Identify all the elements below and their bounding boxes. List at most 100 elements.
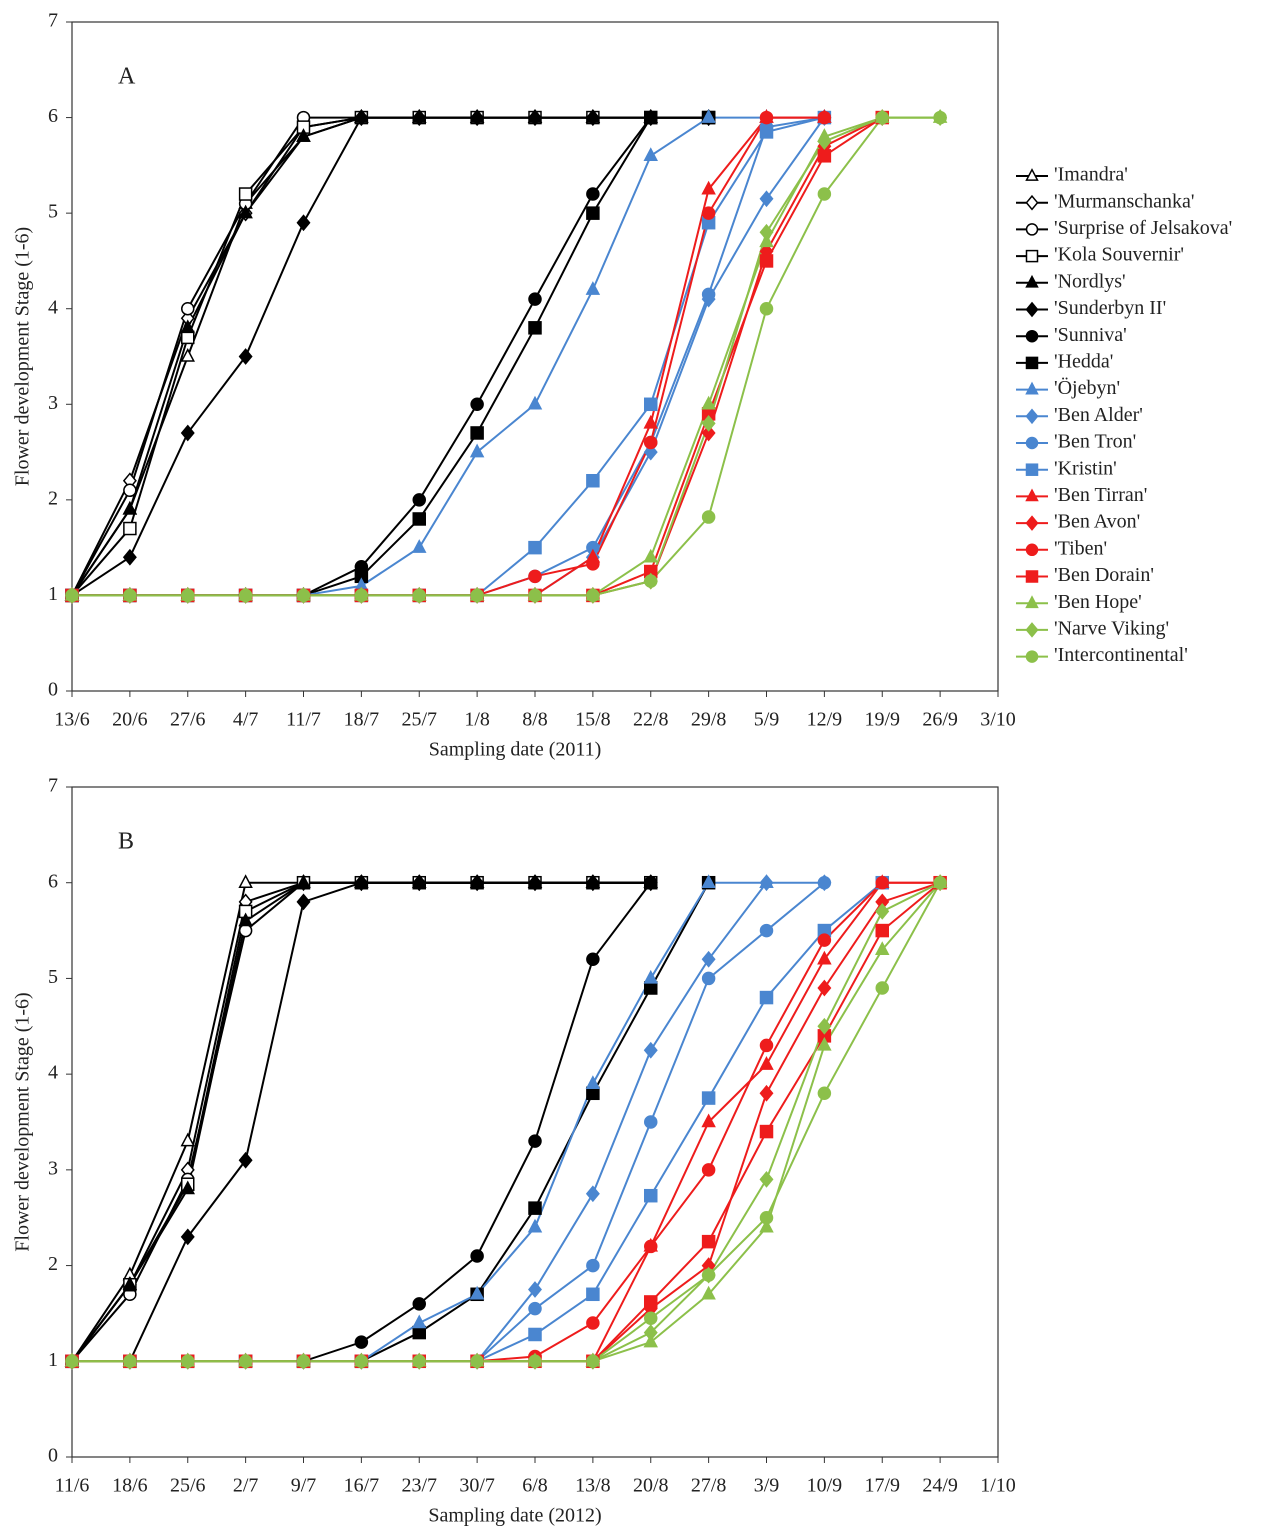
marker: [470, 109, 485, 126]
y-tick-label: 2: [48, 487, 58, 509]
marker: [412, 512, 426, 526]
marker: [1025, 194, 1039, 211]
marker: [643, 548, 658, 563]
marker: [238, 923, 253, 938]
marker: [1025, 356, 1039, 370]
marker: [701, 1163, 716, 1177]
legend-label: 'Ben Tron': [1054, 431, 1136, 453]
marker: [528, 109, 542, 126]
series-line: [72, 116, 883, 597]
marker: [585, 1075, 601, 1089]
x-tick-label: 10/9: [807, 1475, 843, 1497]
marker: [181, 301, 195, 316]
x-tick-label: 6/8: [522, 1475, 548, 1497]
series-line: [72, 882, 652, 1363]
marker: [238, 588, 253, 603]
y-tick-label: 1: [48, 583, 58, 605]
y-tick-label: 3: [48, 1157, 58, 1179]
y-tick-label: 0: [48, 1445, 58, 1467]
legend-label: 'Sunderbyn II': [1054, 297, 1166, 319]
marker: [701, 510, 716, 524]
marker: [412, 874, 427, 892]
marker: [1025, 488, 1039, 502]
marker: [1025, 515, 1039, 531]
marker: [586, 1354, 600, 1369]
marker: [586, 1316, 600, 1330]
marker: [644, 1311, 658, 1325]
marker: [759, 874, 774, 892]
x-tick-label: 8/8: [522, 709, 548, 731]
marker: [586, 206, 600, 220]
marker: [701, 109, 716, 123]
marker: [585, 281, 601, 295]
marker: [875, 903, 890, 920]
marker: [296, 874, 311, 888]
marker: [238, 204, 253, 219]
marker: [759, 1038, 774, 1053]
marker: [643, 147, 658, 162]
marker: [817, 1036, 832, 1051]
marker: [1025, 168, 1039, 181]
marker: [528, 588, 542, 603]
x-tick-label: 4/7: [233, 709, 259, 731]
marker: [817, 1017, 832, 1035]
marker: [528, 1281, 542, 1298]
marker: [817, 149, 832, 163]
marker: [759, 110, 774, 125]
legend-label: 'Ben Tirran': [1054, 484, 1147, 506]
marker: [65, 588, 79, 603]
marker: [354, 588, 369, 603]
y-tick-label: 7: [48, 10, 58, 32]
marker: [528, 874, 542, 892]
x-tick-label: 15/8: [575, 709, 611, 731]
marker: [181, 588, 195, 603]
x-tick-label: 23/7: [401, 1475, 437, 1497]
marker: [759, 190, 774, 208]
marker: [528, 321, 542, 335]
marker: [701, 971, 716, 986]
series-line: [71, 116, 709, 597]
x-tick-label: 30/7: [459, 1475, 495, 1497]
y-axis-label: Flower development Stage (1-6): [12, 227, 34, 486]
marker: [1025, 570, 1039, 583]
legend-label: 'Narve Viking': [1054, 617, 1169, 639]
marker: [354, 1354, 369, 1369]
x-tick-label: 11/7: [286, 709, 321, 731]
series-line: [71, 881, 651, 1362]
panel-label: A: [118, 64, 136, 90]
marker: [1025, 329, 1039, 343]
marker: [701, 1268, 716, 1282]
marker: [585, 1185, 600, 1203]
marker: [759, 923, 774, 938]
series-line: [72, 116, 941, 597]
x-tick-label: 25/7: [401, 709, 437, 731]
marker: [644, 435, 658, 450]
series-line: [71, 116, 709, 596]
legend-label: 'Ben Avon': [1054, 511, 1140, 533]
x-tick-label: 13/8: [575, 1475, 611, 1497]
y-tick-label: 4: [48, 296, 58, 318]
marker: [412, 1297, 426, 1311]
marker: [1025, 463, 1039, 476]
marker: [180, 1228, 195, 1246]
marker: [817, 1086, 832, 1101]
marker: [701, 1091, 716, 1105]
marker: [180, 347, 195, 362]
marker: [412, 1325, 426, 1340]
x-tick-label: 9/7: [291, 1475, 317, 1497]
y-tick-label: 3: [48, 392, 58, 414]
marker: [412, 1354, 426, 1369]
marker: [122, 548, 137, 566]
marker: [586, 1287, 600, 1302]
marker: [759, 301, 774, 316]
marker: [643, 414, 658, 429]
marker: [296, 893, 311, 911]
series-line: [71, 116, 709, 597]
marker: [1025, 223, 1039, 236]
marker: [1025, 543, 1039, 557]
marker: [701, 180, 716, 195]
marker: [644, 1188, 658, 1203]
marker: [644, 875, 658, 890]
x-tick-label: 17/9: [864, 1475, 900, 1497]
marker: [181, 1354, 195, 1369]
